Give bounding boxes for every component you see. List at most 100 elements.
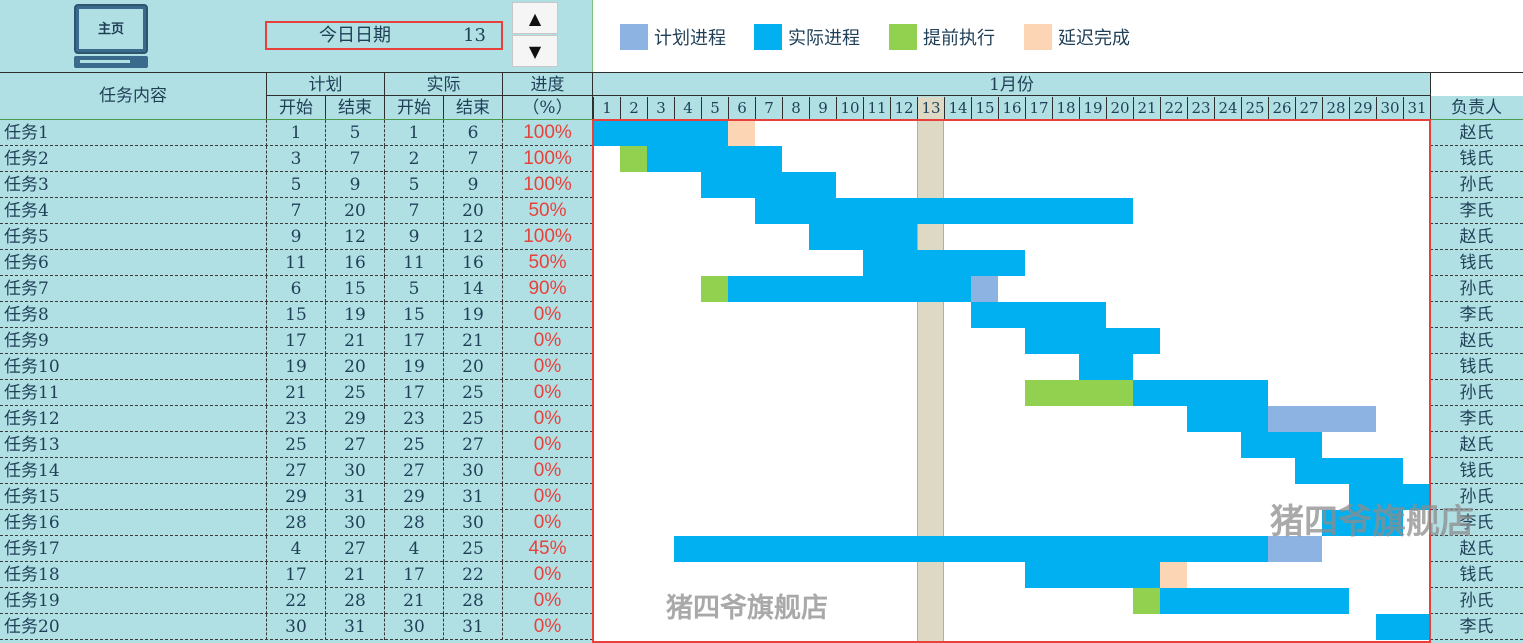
cell-actual-start[interactable]: 4: [384, 536, 443, 562]
cell-progress[interactable]: 100%: [502, 120, 592, 146]
cell-actual-end[interactable]: 19: [443, 302, 502, 328]
cell-owner[interactable]: 钱氏: [1430, 458, 1523, 484]
cell-plan-start[interactable]: 17: [266, 562, 325, 588]
cell-plan-end[interactable]: 19: [325, 302, 384, 328]
cell-actual-end[interactable]: 16: [443, 250, 502, 276]
cell-name[interactable]: 任务16: [4, 513, 60, 533]
cell-owner[interactable]: 赵氏: [1430, 432, 1523, 458]
cell-plan-start[interactable]: 6: [266, 276, 325, 302]
cell-actual-end[interactable]: 20: [443, 354, 502, 380]
cell-progress[interactable]: 0%: [502, 614, 592, 640]
cell-actual-start[interactable]: 9: [384, 224, 443, 250]
cell-owner[interactable]: 李氏: [1430, 302, 1523, 328]
cell-name[interactable]: 任务5: [4, 227, 49, 247]
cell-actual-end[interactable]: 25: [443, 406, 502, 432]
cell-owner[interactable]: 孙氏: [1430, 380, 1523, 406]
cell-name[interactable]: 任务10: [4, 357, 60, 377]
cell-progress[interactable]: 0%: [502, 328, 592, 354]
cell-plan-end[interactable]: 7: [325, 146, 384, 172]
cell-plan-start[interactable]: 23: [266, 406, 325, 432]
cell-actual-start[interactable]: 17: [384, 562, 443, 588]
cell-progress[interactable]: 0%: [502, 562, 592, 588]
cell-name[interactable]: 任务14: [4, 461, 60, 481]
cell-actual-start[interactable]: 17: [384, 380, 443, 406]
cell-owner[interactable]: 钱氏: [1430, 146, 1523, 172]
cell-actual-start[interactable]: 19: [384, 354, 443, 380]
cell-actual-start[interactable]: 28: [384, 510, 443, 536]
cell-name[interactable]: 任务8: [4, 305, 49, 325]
cell-name[interactable]: 任务12: [4, 409, 60, 429]
cell-plan-start[interactable]: 4: [266, 536, 325, 562]
cell-plan-end[interactable]: 21: [325, 328, 384, 354]
cell-owner[interactable]: 孙氏: [1430, 276, 1523, 302]
cell-plan-end[interactable]: 30: [325, 458, 384, 484]
cell-actual-start[interactable]: 2: [384, 146, 443, 172]
cell-name[interactable]: 任务6: [4, 253, 49, 273]
cell-owner[interactable]: 赵氏: [1430, 536, 1523, 562]
cell-plan-start[interactable]: 22: [266, 588, 325, 614]
cell-plan-start[interactable]: 1: [266, 120, 325, 146]
cell-actual-start[interactable]: 29: [384, 484, 443, 510]
cell-progress[interactable]: 0%: [502, 380, 592, 406]
cell-plan-start[interactable]: 11: [266, 250, 325, 276]
cell-owner[interactable]: 钱氏: [1430, 562, 1523, 588]
cell-actual-end[interactable]: 20: [443, 198, 502, 224]
cell-actual-start[interactable]: 30: [384, 614, 443, 640]
cell-actual-end[interactable]: 31: [443, 484, 502, 510]
cell-progress[interactable]: 0%: [502, 302, 592, 328]
cell-actual-end[interactable]: 25: [443, 536, 502, 562]
cell-actual-end[interactable]: 6: [443, 120, 502, 146]
cell-plan-start[interactable]: 19: [266, 354, 325, 380]
cell-owner[interactable]: 钱氏: [1430, 354, 1523, 380]
cell-plan-start[interactable]: 9: [266, 224, 325, 250]
cell-plan-end[interactable]: 5: [325, 120, 384, 146]
cell-name[interactable]: 任务18: [4, 565, 60, 585]
cell-owner[interactable]: 李氏: [1430, 614, 1523, 640]
cell-owner[interactable]: 孙氏: [1430, 588, 1523, 614]
cell-name[interactable]: 任务15: [4, 487, 60, 507]
cell-plan-start[interactable]: 3: [266, 146, 325, 172]
cell-plan-end[interactable]: 9: [325, 172, 384, 198]
cell-owner[interactable]: 李氏: [1430, 510, 1523, 536]
cell-progress[interactable]: 0%: [502, 458, 592, 484]
cell-owner[interactable]: 赵氏: [1430, 224, 1523, 250]
cell-plan-end[interactable]: 12: [325, 224, 384, 250]
cell-progress[interactable]: 0%: [502, 510, 592, 536]
cell-plan-end[interactable]: 21: [325, 562, 384, 588]
cell-actual-end[interactable]: 25: [443, 380, 502, 406]
cell-plan-end[interactable]: 31: [325, 484, 384, 510]
cell-owner[interactable]: 孙氏: [1430, 172, 1523, 198]
cell-owner[interactable]: 赵氏: [1430, 328, 1523, 354]
cell-owner[interactable]: 赵氏: [1430, 120, 1523, 146]
cell-actual-start[interactable]: 5: [384, 276, 443, 302]
cell-owner[interactable]: 孙氏: [1430, 484, 1523, 510]
cell-actual-end[interactable]: 31: [443, 614, 502, 640]
cell-plan-end[interactable]: 25: [325, 380, 384, 406]
cell-progress[interactable]: 0%: [502, 406, 592, 432]
cell-plan-end[interactable]: 15: [325, 276, 384, 302]
cell-actual-start[interactable]: 25: [384, 432, 443, 458]
cell-actual-end[interactable]: 27: [443, 432, 502, 458]
cell-actual-start[interactable]: 1: [384, 120, 443, 146]
cell-actual-end[interactable]: 14: [443, 276, 502, 302]
cell-plan-end[interactable]: 27: [325, 432, 384, 458]
cell-plan-start[interactable]: 21: [266, 380, 325, 406]
cell-name[interactable]: 任务7: [4, 279, 49, 299]
cell-name[interactable]: 任务2: [4, 149, 49, 169]
cell-progress[interactable]: 0%: [502, 484, 592, 510]
cell-plan-end[interactable]: 28: [325, 588, 384, 614]
cell-actual-end[interactable]: 30: [443, 458, 502, 484]
cell-actual-end[interactable]: 28: [443, 588, 502, 614]
decrease-date-button[interactable]: ▼: [512, 35, 558, 67]
cell-name[interactable]: 任务19: [4, 591, 60, 611]
cell-progress[interactable]: 50%: [502, 250, 592, 276]
cell-name[interactable]: 任务4: [4, 201, 49, 221]
cell-plan-end[interactable]: 29: [325, 406, 384, 432]
cell-plan-end[interactable]: 30: [325, 510, 384, 536]
cell-actual-end[interactable]: 7: [443, 146, 502, 172]
cell-plan-end[interactable]: 20: [325, 198, 384, 224]
cell-name[interactable]: 任务11: [4, 383, 60, 403]
cell-plan-end[interactable]: 20: [325, 354, 384, 380]
cell-actual-end[interactable]: 22: [443, 562, 502, 588]
cell-plan-start[interactable]: 7: [266, 198, 325, 224]
